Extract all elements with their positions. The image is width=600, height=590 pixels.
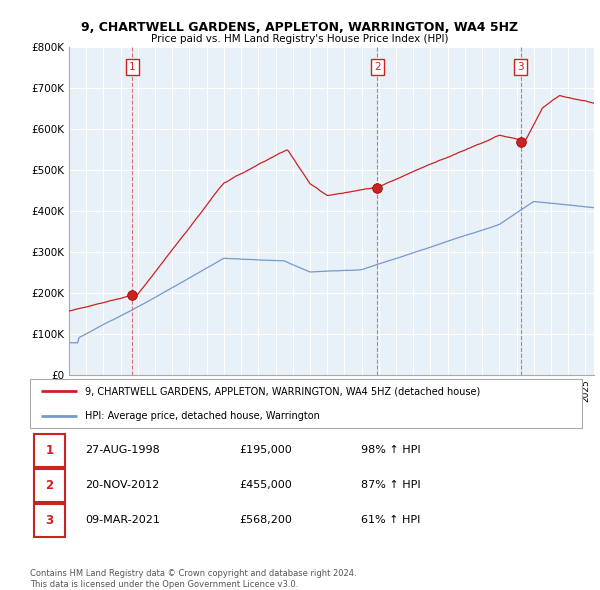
Text: 98% ↑ HPI: 98% ↑ HPI bbox=[361, 445, 421, 455]
Text: 9, CHARTWELL GARDENS, APPLETON, WARRINGTON, WA4 5HZ: 9, CHARTWELL GARDENS, APPLETON, WARRINGT… bbox=[82, 21, 518, 34]
Text: 27-AUG-1998: 27-AUG-1998 bbox=[85, 445, 160, 455]
Text: £195,000: £195,000 bbox=[240, 445, 293, 455]
Text: 2: 2 bbox=[374, 62, 381, 72]
Text: Price paid vs. HM Land Registry's House Price Index (HPI): Price paid vs. HM Land Registry's House … bbox=[151, 34, 449, 44]
FancyBboxPatch shape bbox=[34, 434, 65, 467]
Text: 1: 1 bbox=[129, 62, 136, 72]
Text: 3: 3 bbox=[46, 514, 53, 527]
Text: HPI: Average price, detached house, Warrington: HPI: Average price, detached house, Warr… bbox=[85, 411, 320, 421]
Text: 87% ↑ HPI: 87% ↑ HPI bbox=[361, 480, 421, 490]
Text: 1: 1 bbox=[46, 444, 53, 457]
FancyBboxPatch shape bbox=[34, 469, 65, 502]
Text: 9, CHARTWELL GARDENS, APPLETON, WARRINGTON, WA4 5HZ (detached house): 9, CHARTWELL GARDENS, APPLETON, WARRINGT… bbox=[85, 386, 481, 396]
Text: 3: 3 bbox=[518, 62, 524, 72]
Text: 09-MAR-2021: 09-MAR-2021 bbox=[85, 515, 160, 525]
Text: £455,000: £455,000 bbox=[240, 480, 293, 490]
Text: 20-NOV-2012: 20-NOV-2012 bbox=[85, 480, 160, 490]
FancyBboxPatch shape bbox=[34, 504, 65, 536]
Text: £568,200: £568,200 bbox=[240, 515, 293, 525]
Text: 2: 2 bbox=[46, 478, 53, 492]
Text: Contains HM Land Registry data © Crown copyright and database right 2024.
This d: Contains HM Land Registry data © Crown c… bbox=[30, 569, 356, 589]
Text: 61% ↑ HPI: 61% ↑ HPI bbox=[361, 515, 421, 525]
